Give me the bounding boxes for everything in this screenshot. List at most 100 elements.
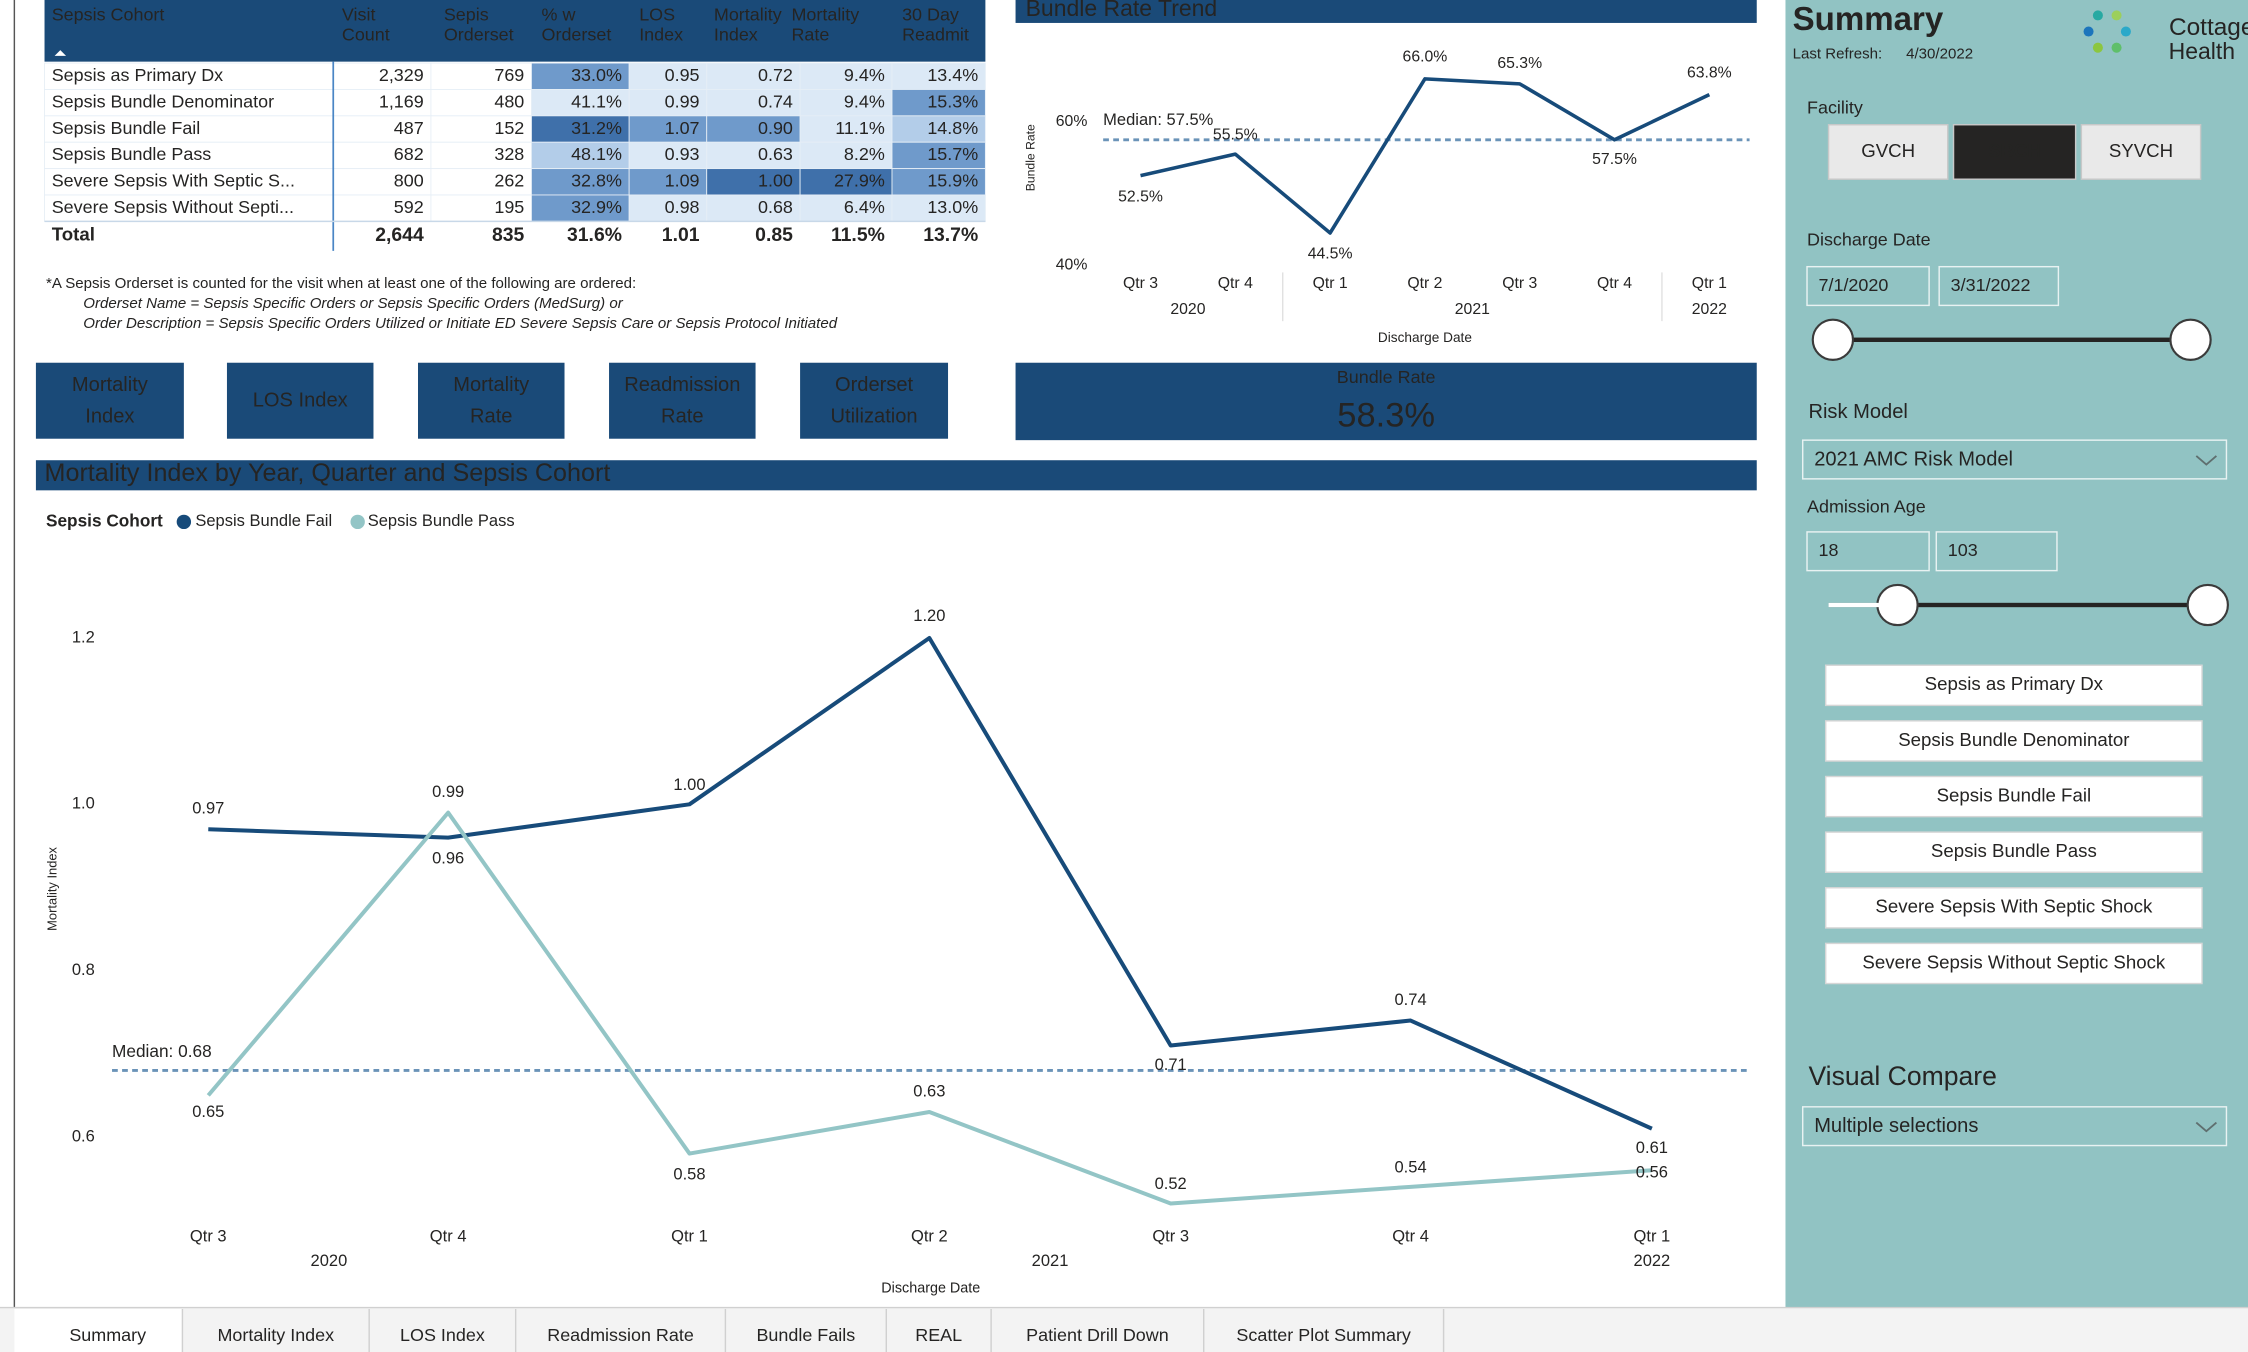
table-value: 13.4%: [927, 65, 978, 85]
date-input[interactable]: [1806, 265, 1930, 307]
facility-button[interactable]: [1952, 124, 2077, 180]
cohort-label[interactable]: Sepsis as Primary Dx: [1925, 673, 2104, 694]
table-value: 1.00: [758, 171, 793, 191]
refresh-label: Last Refresh:: [1793, 45, 1883, 62]
table-header-label: Index: [639, 25, 683, 45]
data-label: 0.74: [1394, 991, 1426, 1009]
nav-button-label[interactable]: Mortality: [453, 374, 529, 396]
nav-button[interactable]: [35, 362, 184, 439]
cohort-button[interactable]: [1824, 887, 2203, 929]
row-label: Severe Sepsis Without Septi...: [52, 197, 294, 217]
x-tick-label: Qtr 1: [671, 1228, 708, 1246]
table-cell: [891, 62, 986, 90]
nav-button-label[interactable]: Mortality: [72, 374, 148, 396]
data-label: 52.5%: [1118, 188, 1163, 205]
facility-label[interactable]: SBCH: [1988, 140, 2041, 161]
active-tab[interactable]: [14, 1308, 183, 1352]
dropdown-chevron[interactable]: [2195, 455, 2218, 466]
x-tick-label: Qtr 4: [1597, 275, 1632, 292]
facility-button[interactable]: [2080, 124, 2202, 180]
facility-label[interactable]: GVCH: [1861, 140, 1915, 161]
y-axis-title: Bundle Rate: [1024, 124, 1038, 191]
tab-label[interactable]: Bundle Fails: [756, 1325, 855, 1345]
table-cell: [531, 115, 630, 143]
tab-label[interactable]: Patient Drill Down: [1026, 1325, 1169, 1345]
filter-panel: [1785, 0, 2248, 1308]
slider-handle[interactable]: [2186, 583, 2229, 627]
date-input-text[interactable]: 7/1/2020: [1819, 275, 1889, 295]
date-input[interactable]: [1938, 265, 2060, 307]
age-input-text[interactable]: 103: [1948, 540, 1978, 560]
cohort-label[interactable]: Severe Sepsis Without Septic Shock: [1862, 951, 2166, 972]
nav-button-label[interactable]: Utilization: [830, 406, 917, 428]
table-header-label: Rate: [791, 25, 829, 45]
dropdown-value[interactable]: Multiple selections: [1814, 1115, 1978, 1137]
slider-handle[interactable]: [2169, 318, 2212, 361]
dropdown[interactable]: [1801, 1106, 2228, 1147]
nav-button[interactable]: [226, 362, 374, 439]
nav-button-label[interactable]: Index: [85, 406, 134, 428]
table-cell: [891, 168, 986, 196]
x-tick-label: Qtr 4: [1218, 275, 1253, 292]
cohort-button[interactable]: [1824, 942, 2203, 985]
nav-button-label[interactable]: Orderset: [835, 374, 914, 396]
total-label: Total: [52, 224, 95, 245]
date-input-text[interactable]: 3/31/2022: [1951, 275, 2031, 295]
facility-label[interactable]: SYVCH: [2109, 140, 2173, 161]
data-label: 63.8%: [1687, 64, 1732, 81]
tab-label[interactable]: Summary: [69, 1325, 146, 1345]
cohort-label[interactable]: Sepsis Bundle Denominator: [1898, 729, 2129, 750]
tab-label[interactable]: LOS Index: [400, 1325, 485, 1345]
table-cell: [430, 168, 532, 196]
cohort-label[interactable]: Severe Sepsis With Septic Shock: [1875, 896, 2153, 917]
facility-button[interactable]: [1827, 124, 1949, 180]
table-value: 6.4%: [844, 197, 885, 217]
x-tick-label: Qtr 2: [911, 1228, 948, 1246]
age-input[interactable]: [1806, 531, 1930, 572]
legend-label: Sepsis Bundle Fail: [195, 512, 332, 530]
dropdown-value[interactable]: 2021 AMC Risk Model: [1814, 449, 2013, 471]
x-axis-title: Discharge Date: [881, 1281, 980, 1297]
nav-button-label[interactable]: Rate: [661, 406, 703, 428]
table-value: 152: [494, 118, 524, 138]
table-header-label: Index: [714, 25, 758, 45]
cohort-button[interactable]: [1824, 775, 2203, 818]
nav-button-label[interactable]: Rate: [470, 406, 512, 428]
nav-button-label[interactable]: LOS Index: [253, 390, 348, 412]
cohort-button[interactable]: [1824, 831, 2203, 873]
data-label: 0.58: [673, 1165, 705, 1183]
age-input[interactable]: [1935, 531, 2058, 572]
dropdown[interactable]: [1801, 439, 2228, 480]
nav-button[interactable]: [800, 362, 949, 439]
table-value: 195: [494, 197, 524, 217]
table-value: 11.1%: [835, 118, 885, 138]
cohort-label[interactable]: Sepsis Bundle Pass: [1931, 840, 2097, 861]
cohort-button[interactable]: [1824, 720, 2203, 762]
dropdown-chevron[interactable]: [2195, 1121, 2218, 1133]
data-label: 0.54: [1394, 1159, 1426, 1177]
data-label: 55.5%: [1213, 127, 1258, 144]
table-header-label: Mortality: [714, 5, 782, 25]
table-value: 32.9%: [571, 197, 622, 217]
x-tick-label: Qtr 4: [1392, 1228, 1429, 1246]
tab-label[interactable]: REAL: [915, 1325, 962, 1345]
x-tick-label: Qtr 1: [1634, 1228, 1671, 1246]
logo-dot: [2111, 10, 2122, 21]
cohort-button[interactable]: [1824, 664, 2203, 707]
table-cell: [706, 89, 801, 117]
series-line: [1140, 77, 1711, 235]
logo-dot: [2083, 26, 2094, 37]
age-input-text[interactable]: 18: [1819, 540, 1839, 560]
tab-label[interactable]: Mortality Index: [217, 1325, 334, 1345]
table-value: 0.72: [758, 65, 793, 85]
tab-label[interactable]: Scatter Plot Summary: [1236, 1325, 1410, 1345]
slider-handle[interactable]: [1811, 318, 1855, 361]
y-tick-label: 40%: [1056, 256, 1088, 273]
table-cell: [430, 89, 532, 117]
cohort-label[interactable]: Sepsis Bundle Fail: [1937, 785, 2092, 806]
nav-button-label[interactable]: Readmission: [624, 374, 740, 396]
tab-label[interactable]: Readmission Rate: [547, 1325, 694, 1345]
nav-button[interactable]: [609, 362, 756, 439]
nav-button[interactable]: [417, 362, 565, 439]
x-group-label: 2021: [1455, 301, 1490, 318]
